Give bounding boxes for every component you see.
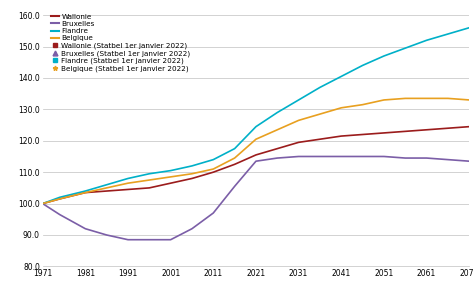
Legend: Wallonie, Bruxelles, Flandre, Belgique, Wallonie (Statbel 1er janvier 2022), Bru: Wallonie, Bruxelles, Flandre, Belgique, … [51, 14, 191, 72]
